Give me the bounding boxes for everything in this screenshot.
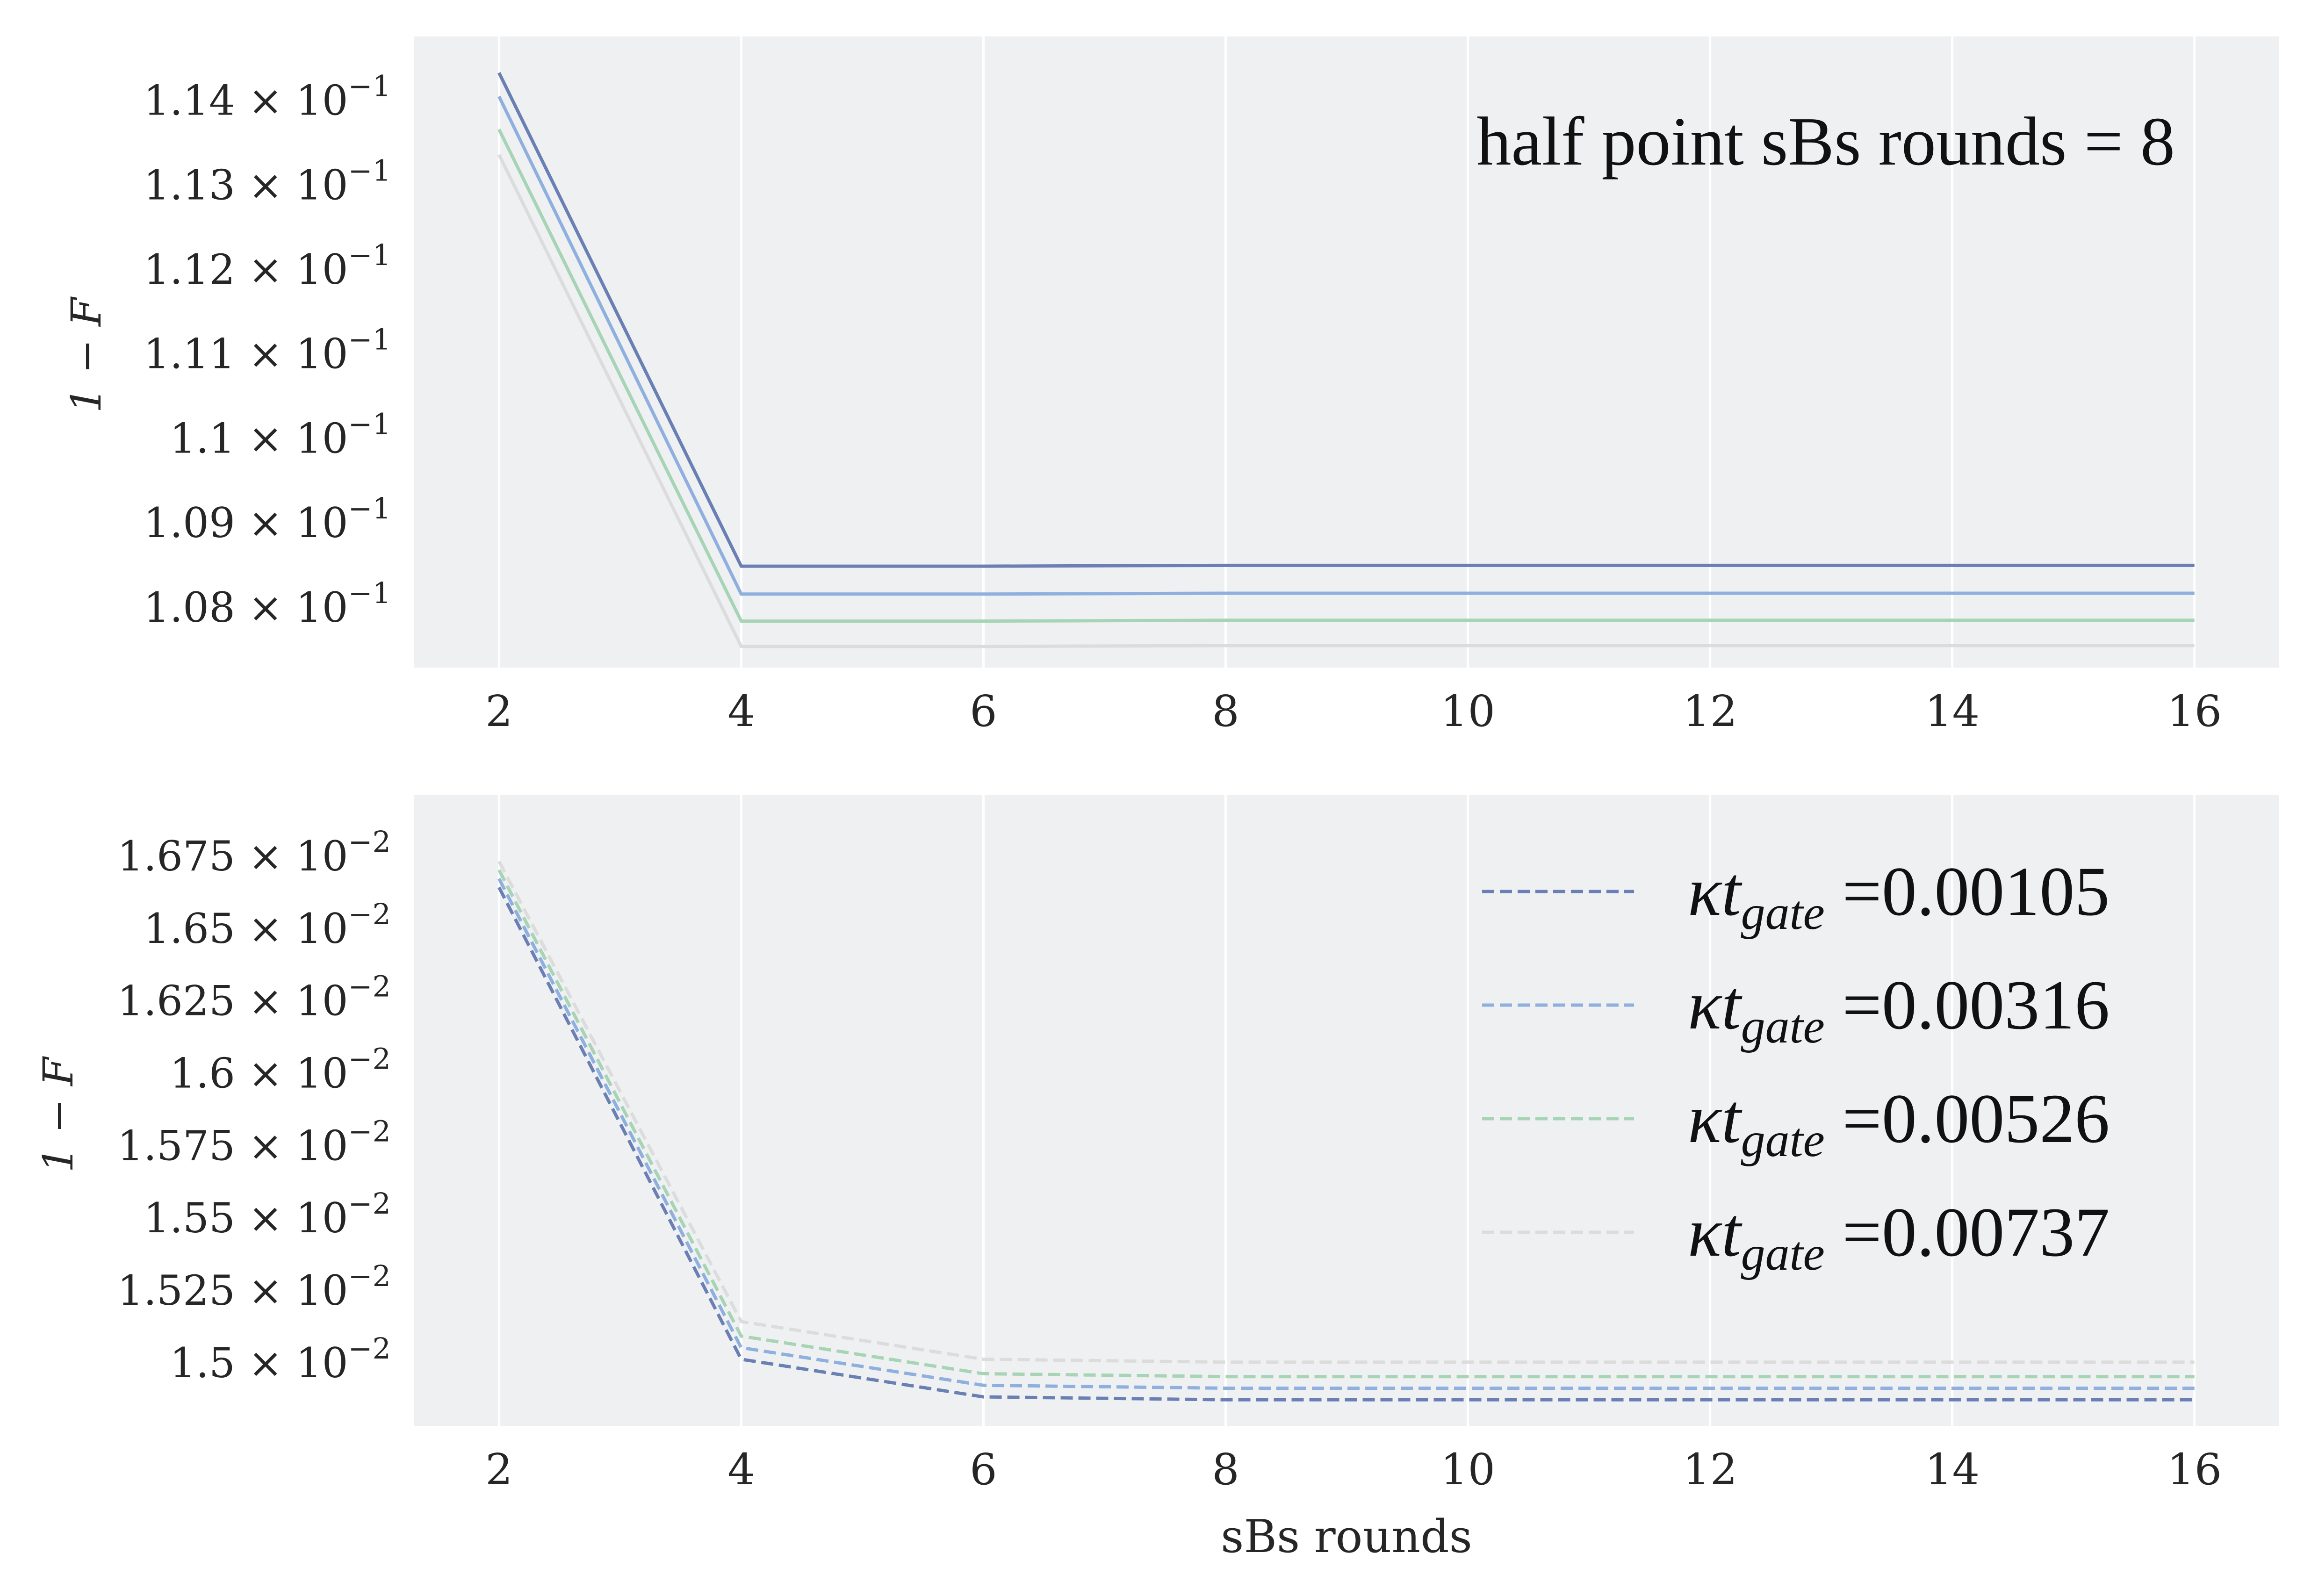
series-line-1	[497, 72, 2195, 568]
bottom-plot-area	[414, 795, 2279, 1426]
y-tick-label: 1.5 × 10−2	[170, 1331, 391, 1387]
legend-label: κtgate =0.00737	[1688, 1193, 2110, 1280]
bottom-series-lines	[497, 860, 2195, 1402]
series-line-3	[497, 129, 2195, 623]
x-tick-label: 12	[1683, 1445, 1737, 1495]
bottom-x-axis-title: sBs rounds	[1221, 1510, 1472, 1563]
y-tick-label: 1.1 × 10−1	[170, 407, 391, 462]
bottom-x-tick-labels: 2 4 6 8 10 12 14 16	[485, 1445, 2222, 1495]
legend-entry-3: κtgate =0.00526	[1482, 1080, 2110, 1167]
x-tick-label: 10	[1440, 1445, 1495, 1495]
x-tick-label: 8	[1212, 686, 1239, 736]
y-tick-label: 1.675 × 10−2	[117, 825, 391, 880]
top-y-axis-title: 1 − F	[62, 296, 110, 413]
top-y-tick-labels: 1.08 × 10−1 1.09 × 10−1 1.1 × 10−1 1.11 × 1…	[144, 69, 391, 632]
y-tick-label: 1.65 × 10−2	[144, 897, 391, 953]
legend-entry-2: κtgate =0.00316	[1482, 966, 2110, 1053]
x-tick-label: 4	[727, 686, 755, 736]
y-tick-label: 1.13 × 10−1	[144, 153, 391, 209]
series-line-4	[497, 154, 2195, 648]
x-tick-label: 6	[970, 1445, 997, 1495]
y-tick-label: 1.11 × 10−1	[144, 323, 391, 378]
x-tick-label: 4	[727, 1445, 755, 1495]
y-tick-label: 1.08 × 10−1	[144, 576, 391, 632]
x-tick-label: 14	[1925, 686, 1980, 736]
top-x-tick-labels: 2 4 6 8 10 12 14 16	[485, 686, 2222, 736]
x-tick-label: 2	[485, 686, 513, 736]
x-tick-label: 12	[1683, 686, 1737, 736]
series-line-2	[497, 877, 2195, 1390]
x-tick-label: 14	[1925, 1445, 1980, 1495]
legend-label: κtgate =0.00105	[1688, 853, 2110, 940]
top-panel: 2 4 6 8 10 12 14 16 1.08 × 10−1 1.09 × 10−1 1.1 ×…	[62, 36, 2279, 736]
x-tick-label: 10	[1440, 686, 1495, 736]
legend-label: κtgate =0.00316	[1688, 966, 2110, 1053]
x-tick-label: 2	[485, 1445, 513, 1495]
top-annotation: half point sBs rounds = 8	[1476, 103, 2175, 180]
bottom-grid	[497, 795, 2196, 1426]
x-tick-label: 16	[2167, 686, 2222, 736]
y-tick-label: 1.625 × 10−2	[117, 970, 391, 1025]
x-tick-label: 16	[2167, 1445, 2222, 1495]
series-line-3	[497, 869, 2195, 1379]
bottom-y-axis-title: 1 − F	[34, 1056, 82, 1173]
series-line-1	[497, 886, 2195, 1402]
y-tick-label: 1.09 × 10−1	[144, 491, 391, 547]
x-tick-label: 6	[970, 686, 997, 736]
bottom-y-tick-labels: 1.5 × 10−2 1.525 × 10−2 1.55 × 10−2 1.575 ×…	[117, 825, 391, 1387]
legend: κtgate =0.00105 κtgate =0.00316 κtgate =0.…	[1482, 853, 2110, 1280]
y-tick-label: 1.55 × 10−2	[144, 1186, 391, 1242]
y-tick-label: 1.6 × 10−2	[170, 1042, 391, 1097]
series-line-2	[497, 95, 2195, 596]
legend-entry-4: κtgate =0.00737	[1482, 1193, 2110, 1280]
bottom-panel: 2 4 6 8 10 12 14 16 1.5 × 10−2 1.525 × 10−2 1.55 …	[34, 795, 2279, 1563]
y-tick-label: 1.12 × 10−1	[144, 238, 391, 294]
legend-label: κtgate =0.00526	[1688, 1080, 2110, 1167]
y-tick-label: 1.575 × 10−2	[117, 1114, 391, 1170]
x-tick-label: 8	[1212, 1445, 1239, 1495]
top-grid	[497, 36, 2196, 668]
series-line-4	[497, 860, 2195, 1364]
y-tick-label: 1.525 × 10−2	[117, 1259, 391, 1315]
y-tick-label: 1.14 × 10−1	[144, 69, 391, 125]
top-series-lines	[497, 72, 2195, 648]
legend-entry-1: κtgate =0.00105	[1482, 853, 2110, 940]
